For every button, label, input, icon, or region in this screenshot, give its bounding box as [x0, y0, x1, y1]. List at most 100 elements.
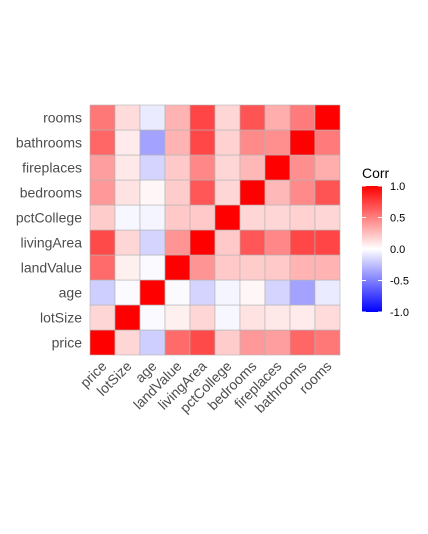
heatmap-cell-rooms-bathrooms — [289, 104, 316, 131]
heatmap-cell-age-livingArea — [189, 279, 216, 306]
heatmap-cell-fireplaces-bathrooms — [289, 154, 316, 181]
heatmap-cell-bathrooms-pctCollege — [214, 129, 241, 156]
heatmap-cell-rooms-livingArea — [189, 104, 216, 131]
heatmap-cell-livingArea-fireplaces — [264, 229, 291, 256]
heatmap-cell-landValue-bathrooms — [289, 254, 316, 281]
heatmap-cell-landValue-pctCollege — [214, 254, 241, 281]
heatmap-cell-livingArea-age — [139, 229, 166, 256]
heatmap-cell-pctCollege-age — [139, 204, 166, 231]
y-tick-label-age: age — [59, 285, 83, 301]
heatmap-cell-bedrooms-age — [139, 179, 166, 206]
heatmap-cell-age-landValue — [164, 279, 191, 306]
heatmap-cell-livingArea-pctCollege — [214, 229, 241, 256]
heatmap-cell-lotSize-bedrooms — [239, 304, 266, 331]
heatmap-cell-livingArea-livingArea — [189, 229, 216, 256]
legend: Corr 1.0 0.5 0.0 -0.5 -1.0 — [362, 165, 409, 319]
heatmap-cell-fireplaces-lotSize — [114, 154, 141, 181]
heatmap-cell-fireplaces-age — [139, 154, 166, 181]
heatmap-cell-pctCollege-fireplaces — [264, 204, 291, 231]
heatmap-cell-lotSize-livingArea — [189, 304, 216, 331]
heatmap-cell-bathrooms-age — [139, 129, 166, 156]
heatmap-cell-bathrooms-fireplaces — [264, 129, 291, 156]
heatmap-cell-bathrooms-livingArea — [189, 129, 216, 156]
heatmap-cell-price-fireplaces — [264, 329, 291, 356]
heatmap-cell-price-age — [139, 329, 166, 356]
legend-ticks: 1.0 0.5 0.0 -0.5 -1.0 — [362, 181, 409, 319]
heatmap-cell-landValue-price — [89, 254, 116, 281]
heatmap-cell-pctCollege-pctCollege — [214, 204, 241, 231]
heatmap-cell-landValue-lotSize — [114, 254, 141, 281]
legend-color-bar — [362, 186, 382, 312]
heatmap-cell-pctCollege-livingArea — [189, 204, 216, 231]
heatmap-cell-bathrooms-landValue — [164, 129, 191, 156]
heatmap-cell-rooms-lotSize — [114, 104, 141, 131]
heatmap-cell-pctCollege-price — [89, 204, 116, 231]
heatmap-cell-rooms-landValue — [164, 104, 191, 131]
heatmap-cell-price-pctCollege — [214, 329, 241, 356]
heatmap-cell-lotSize-landValue — [164, 304, 191, 331]
heatmap-cell-fireplaces-landValue — [164, 154, 191, 181]
heatmap-cell-landValue-rooms — [314, 254, 341, 281]
legend-tick-label: 0.5 — [390, 213, 405, 225]
heatmap-cell-pctCollege-bedrooms — [239, 204, 266, 231]
heatmap-cell-rooms-bedrooms — [239, 104, 266, 131]
heatmap-cell-bedrooms-landValue — [164, 179, 191, 206]
heatmap-cell-price-livingArea — [189, 329, 216, 356]
heatmap-cell-lotSize-pctCollege — [214, 304, 241, 331]
heatmap-cell-age-pctCollege — [214, 279, 241, 306]
y-tick-label-lotSize: lotSize — [40, 310, 82, 326]
heatmap-cell-fireplaces-fireplaces — [264, 154, 291, 181]
heatmap-cell-pctCollege-bathrooms — [289, 204, 316, 231]
heatmap-cell-fireplaces-pctCollege — [214, 154, 241, 181]
heatmap-cell-age-bedrooms — [239, 279, 266, 306]
y-tick-label-bathrooms: bathrooms — [16, 135, 82, 151]
y-tick-label-pctCollege: pctCollege — [16, 210, 82, 226]
heatmap-cell-fireplaces-rooms — [314, 154, 341, 181]
heatmap-cell-price-bedrooms — [239, 329, 266, 356]
heatmap-cell-bedrooms-lotSize — [114, 179, 141, 206]
heatmap-cell-fireplaces-livingArea — [189, 154, 216, 181]
heatmap-cell-price-landValue — [164, 329, 191, 356]
legend-tick-label: -0.5 — [390, 276, 409, 288]
heatmap-cell-livingArea-rooms — [314, 229, 341, 256]
heatmap-cells — [89, 104, 341, 356]
heatmap-cell-price-price — [89, 329, 116, 356]
heatmap-cell-bedrooms-livingArea — [189, 179, 216, 206]
legend-tick-label: 0.0 — [390, 244, 405, 256]
heatmap-cell-age-rooms — [314, 279, 341, 306]
heatmap-cell-bedrooms-pctCollege — [214, 179, 241, 206]
heatmap-cell-bedrooms-rooms — [314, 179, 341, 206]
heatmap-cell-rooms-age — [139, 104, 166, 131]
y-tick-label-livingArea: livingArea — [21, 235, 83, 251]
heatmap-cell-age-age — [139, 279, 166, 306]
heatmap-cell-rooms-pctCollege — [214, 104, 241, 131]
y-axis-labels: price lotSize age landValue livingArea pctCol… — [16, 110, 82, 351]
heatmap-cell-landValue-livingArea — [189, 254, 216, 281]
y-tick-label-landValue: landValue — [21, 260, 82, 276]
heatmap-cell-landValue-landValue — [164, 254, 191, 281]
legend-title: Corr — [362, 165, 390, 181]
heatmap-cell-age-bathrooms — [289, 279, 316, 306]
heatmap-cell-pctCollege-lotSize — [114, 204, 141, 231]
legend-tick-label: -1.0 — [390, 307, 409, 319]
heatmap-cell-bedrooms-bedrooms — [239, 179, 266, 206]
heatmap-cell-pctCollege-rooms — [314, 204, 341, 231]
y-tick-label-rooms: rooms — [43, 110, 82, 126]
heatmap-cell-pctCollege-landValue — [164, 204, 191, 231]
heatmap-cell-livingArea-landValue — [164, 229, 191, 256]
heatmap-cell-price-lotSize — [114, 329, 141, 356]
heatmap-cell-rooms-fireplaces — [264, 104, 291, 131]
heatmap-cell-lotSize-lotSize — [114, 304, 141, 331]
heatmap-cell-bathrooms-bathrooms — [289, 129, 316, 156]
heatmap-cell-bedrooms-bathrooms — [289, 179, 316, 206]
heatmap-cell-fireplaces-price — [89, 154, 116, 181]
heatmap-cell-landValue-age — [139, 254, 166, 281]
heatmap-cell-lotSize-age — [139, 304, 166, 331]
y-tick-label-bedrooms: bedrooms — [20, 185, 82, 201]
heatmap-cell-lotSize-rooms — [314, 304, 341, 331]
heatmap-cell-bathrooms-bedrooms — [239, 129, 266, 156]
heatmap-cell-livingArea-price — [89, 229, 116, 256]
heatmap-cell-bathrooms-lotSize — [114, 129, 141, 156]
heatmap-cell-lotSize-fireplaces — [264, 304, 291, 331]
